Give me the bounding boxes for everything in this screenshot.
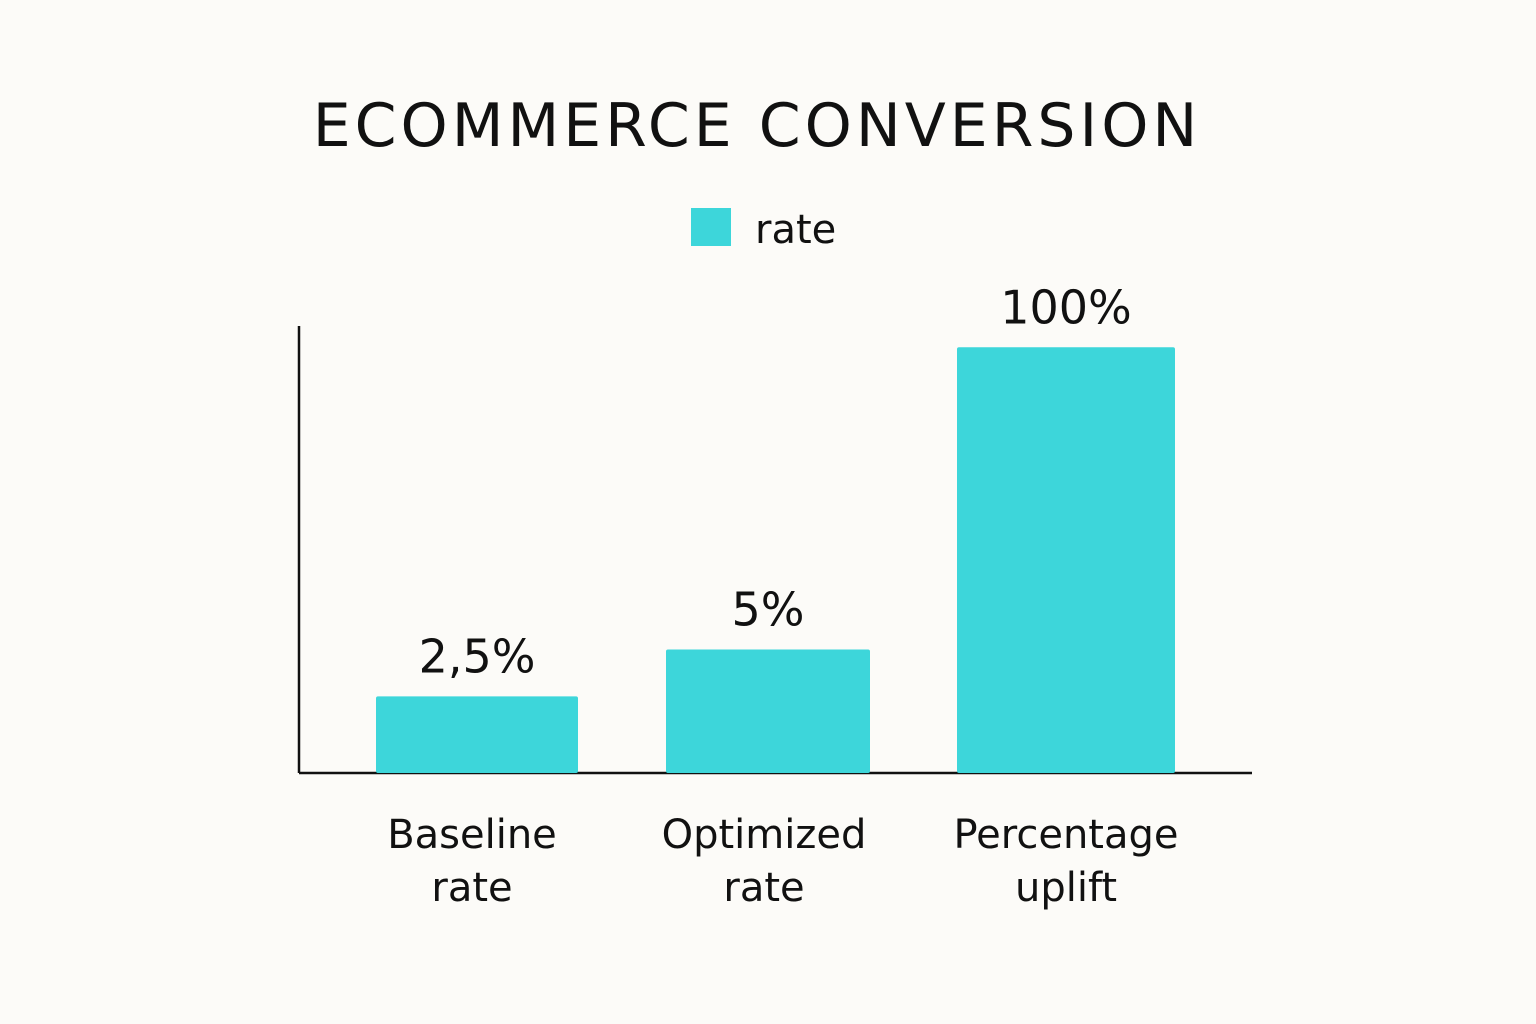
legend-label: rate [755, 207, 836, 253]
value-label-2: 5% [732, 583, 805, 637]
category-labels: Baseline rate Optimized rate Percentage uplif… [387, 812, 1178, 911]
category-label-1-line-1: Baseline [387, 812, 557, 858]
value-labels: 2,5% 5% 100% [419, 280, 1132, 683]
bar-2 [666, 649, 870, 773]
legend-swatch [691, 208, 731, 246]
category-label-1-line-2: rate [431, 865, 512, 911]
value-label-1: 2,5% [419, 629, 536, 683]
value-label-3: 100% [1000, 280, 1132, 334]
category-label-3-line-2: uplift [1015, 865, 1117, 911]
category-label-2-line-2: rate [723, 865, 804, 911]
chart-title: ECOMMERCE CONVERSION [313, 91, 1202, 161]
legend: rate [691, 207, 836, 253]
bars [376, 347, 1175, 773]
category-label-3-line-1: Percentage [953, 812, 1178, 858]
category-label-2-line-1: Optimized [662, 812, 867, 858]
bar-3 [957, 347, 1175, 773]
bar-1 [376, 696, 578, 773]
